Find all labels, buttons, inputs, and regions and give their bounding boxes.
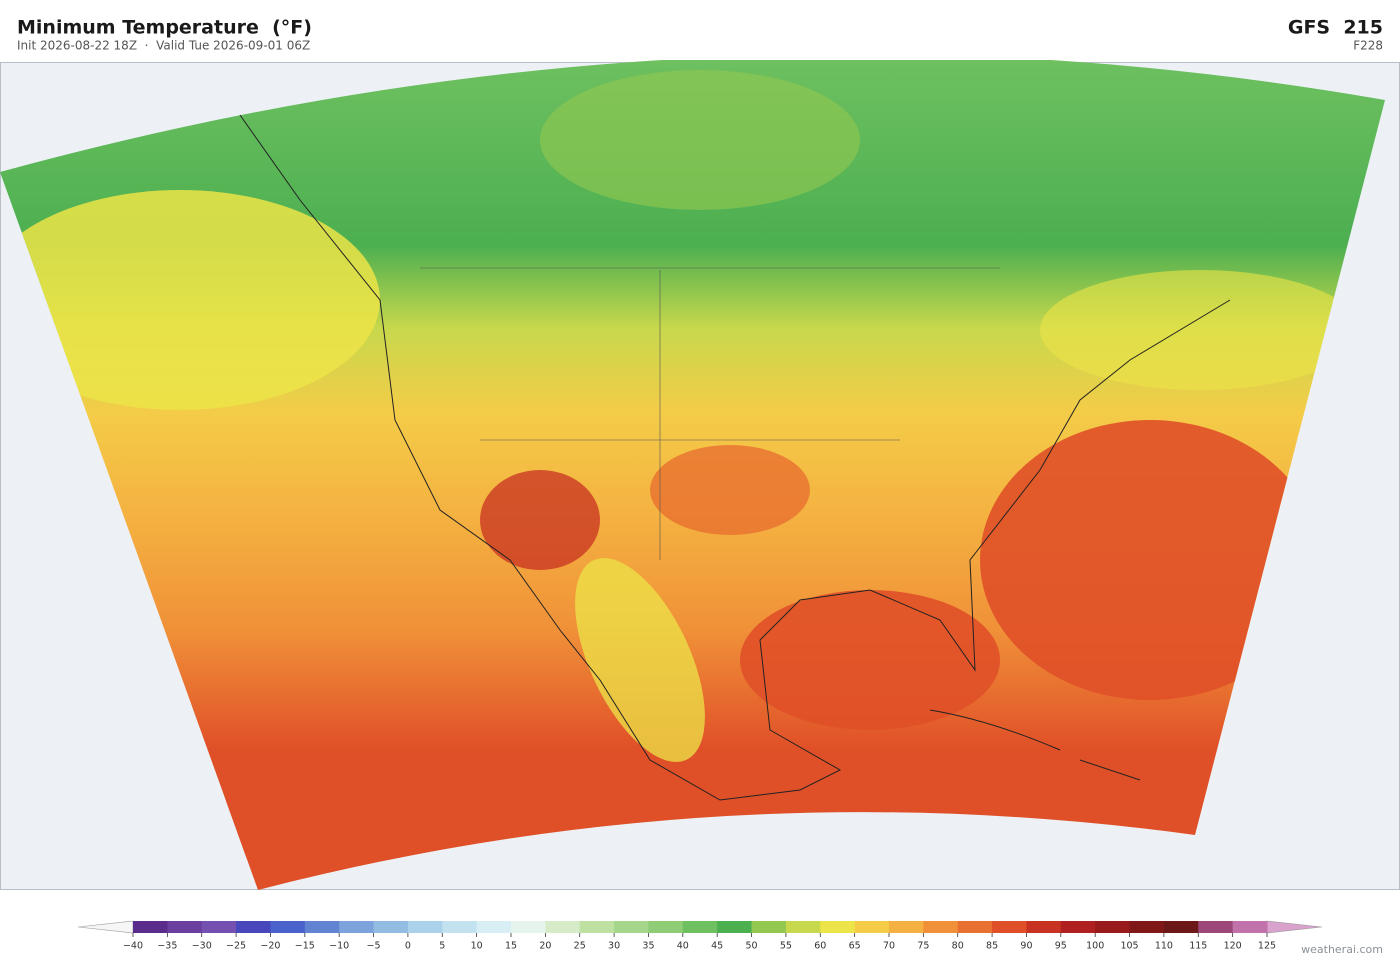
color-bin	[648, 921, 684, 933]
model-label: GFS 215	[1288, 17, 1383, 39]
color-bin	[717, 921, 753, 933]
field-patch	[980, 420, 1320, 700]
tick-label: 15	[505, 941, 517, 952]
tick-label: 60	[814, 941, 826, 952]
color-bin	[957, 921, 993, 933]
tick-label: −5	[367, 941, 381, 952]
tick-label: 65	[849, 941, 861, 952]
color-bin	[785, 921, 821, 933]
tick-label: −30	[192, 941, 212, 952]
tick-label: 115	[1189, 941, 1207, 952]
tick-label: −10	[329, 941, 349, 952]
tick-label: 20	[539, 941, 551, 952]
tick-label: −25	[226, 941, 246, 952]
tick-label: 90	[1020, 941, 1032, 952]
color-bin	[476, 921, 512, 933]
tick-label: 80	[952, 941, 964, 952]
tick-label: −35	[157, 941, 177, 952]
color-bin	[682, 921, 718, 933]
tick-label: −20	[260, 941, 280, 952]
under-triangle	[77, 920, 134, 934]
tick-label: 75	[917, 941, 929, 952]
tick-label: 100	[1086, 941, 1104, 952]
color-bin	[304, 921, 340, 933]
field-patch	[540, 70, 860, 210]
tick-label: 40	[677, 941, 689, 952]
tick-label: 85	[986, 941, 998, 952]
color-bin	[339, 921, 375, 933]
field-patch	[220, 760, 440, 880]
color-bin	[1026, 921, 1062, 933]
tick-label: 70	[883, 941, 895, 952]
forecast-hour: F228	[1353, 39, 1383, 53]
color-bin	[236, 921, 271, 933]
color-bin	[614, 921, 649, 933]
tick-label: 125	[1258, 941, 1276, 952]
color-bin	[751, 921, 787, 933]
field-patch	[740, 590, 1000, 730]
color-bin	[511, 921, 546, 933]
borders	[420, 267, 1000, 560]
tick-label: 105	[1120, 941, 1138, 952]
color-bin	[1060, 921, 1096, 933]
tick-label: 5	[439, 941, 445, 952]
color-bin	[889, 921, 924, 933]
tick-label: 10	[471, 941, 483, 952]
color-bin	[270, 921, 306, 933]
over-triangle	[1266, 920, 1323, 934]
tick-label: 50	[745, 941, 757, 952]
field-patch	[650, 445, 810, 535]
tick-label: 45	[711, 941, 723, 952]
tick-label: 35	[642, 941, 654, 952]
credit: weatherai.com	[1301, 943, 1383, 956]
color-bin	[373, 921, 409, 933]
color-bin	[1095, 921, 1131, 933]
tick-label: −15	[295, 941, 315, 952]
field-patch	[480, 470, 600, 570]
tick-label: 110	[1155, 941, 1173, 952]
tick-label: −40	[123, 941, 143, 952]
color-bin	[201, 921, 237, 933]
run-info: Init 2026-08-22 18Z · Valid Tue 2026-09-…	[17, 39, 310, 53]
map-title: Minimum Temperature (°F)	[17, 17, 312, 39]
colorbar: −40 −35 −30 −25 −20 −15 −10 −5 0 5 10 15 20 25 30 35 40 4…	[77, 920, 1323, 952]
color-bin	[1198, 921, 1234, 933]
tick-label: 30	[608, 941, 620, 952]
color-bin	[133, 921, 168, 933]
color-bin	[579, 921, 615, 933]
color-bin	[442, 921, 478, 933]
color-bin	[167, 921, 203, 933]
color-bin	[545, 921, 581, 933]
color-bin	[1232, 921, 1268, 933]
color-bin	[1163, 921, 1199, 933]
field-patch	[1040, 270, 1360, 390]
tick-label: 120	[1224, 941, 1242, 952]
field-patch	[575, 558, 705, 762]
tick-label: 95	[1055, 941, 1067, 952]
field-patch	[0, 190, 380, 410]
tick-label: 0	[405, 941, 411, 952]
color-bin	[1129, 921, 1165, 933]
tick-label: 55	[780, 941, 792, 952]
islands	[929, 709, 1141, 781]
color-bin	[854, 921, 890, 933]
map	[0, 60, 1400, 891]
coastline	[239, 114, 1231, 801]
color-bin	[923, 921, 959, 933]
color-bin	[992, 921, 1027, 933]
tick-label: 25	[574, 941, 586, 952]
color-bin	[407, 921, 443, 933]
color-bin	[820, 921, 856, 933]
